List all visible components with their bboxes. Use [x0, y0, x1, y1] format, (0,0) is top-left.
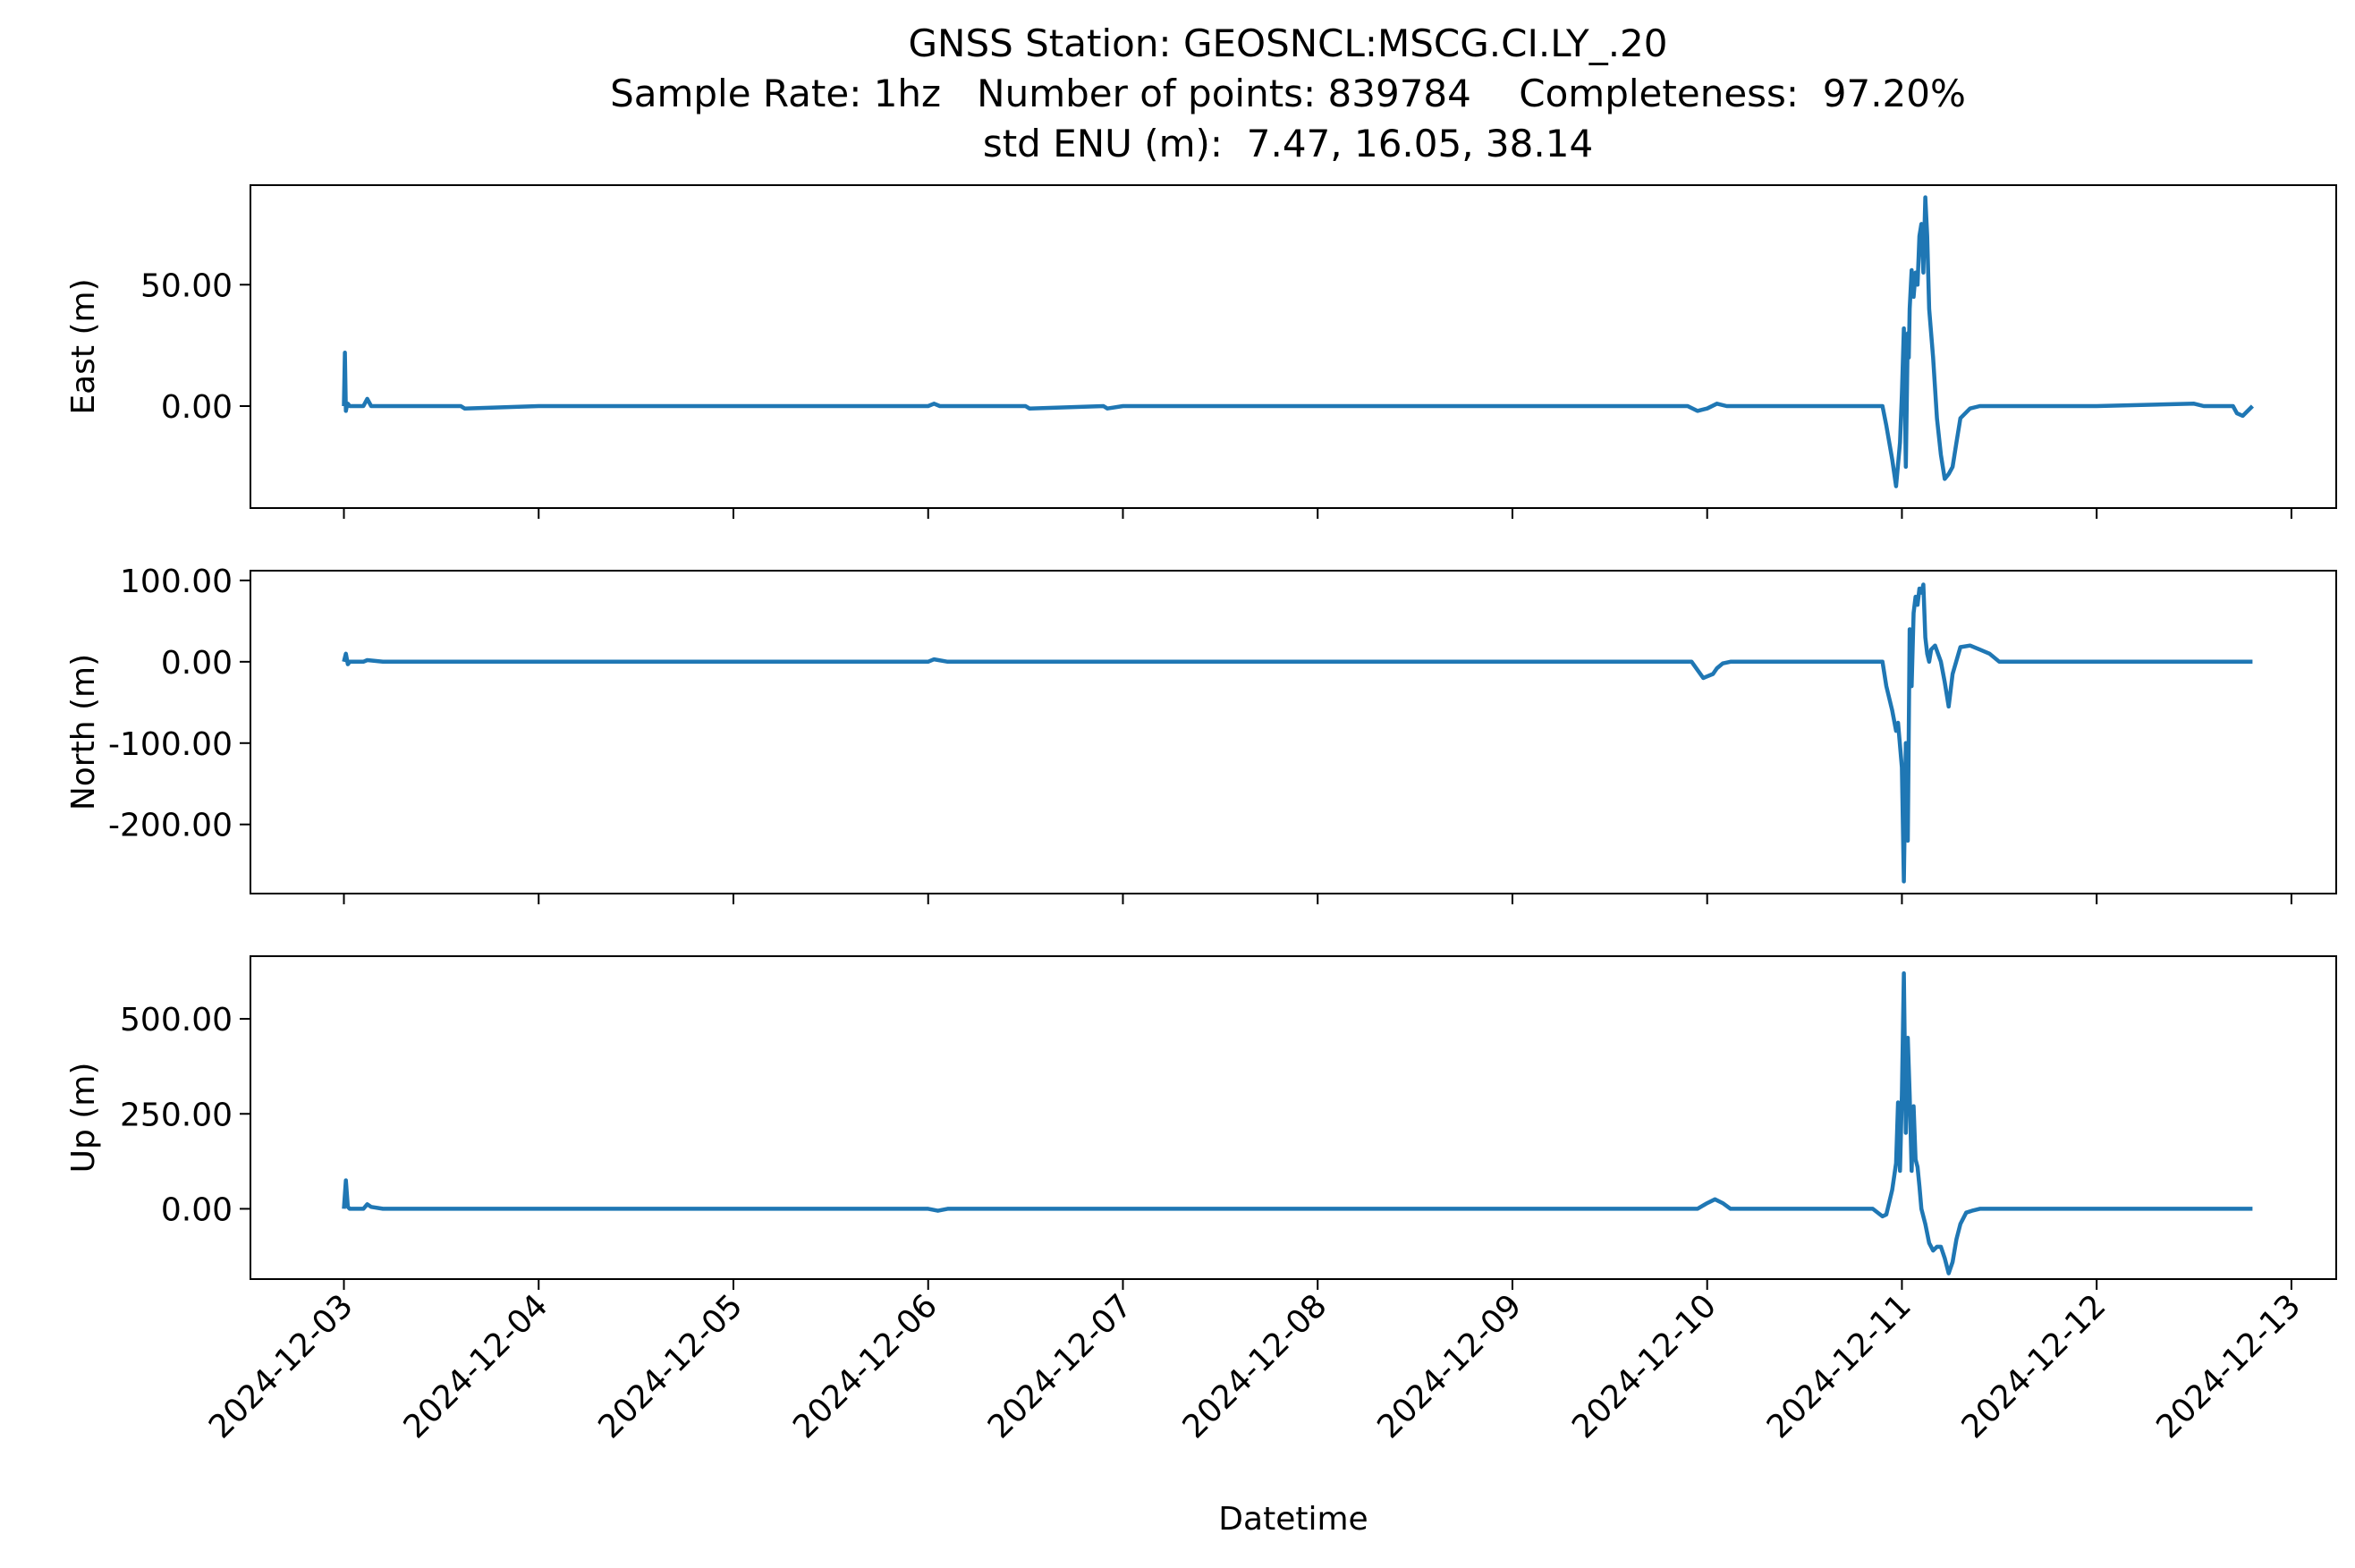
up-ytick-label: 250.00	[120, 1097, 233, 1133]
east-axes-frame	[250, 184, 2337, 509]
xtick-label: 2024-12-03	[202, 1287, 360, 1445]
up-ytick-label: 500.00	[120, 1002, 233, 1038]
up-ytick-label: 0.00	[161, 1191, 233, 1228]
xtick-label: 2024-12-12	[1955, 1287, 2114, 1445]
up-axes-frame	[250, 955, 2337, 1280]
xtick-label: 2024-12-11	[1760, 1287, 1919, 1445]
chart-title-line-3: std ENU (m): 7.47, 16.05, 38.14	[982, 122, 1594, 165]
xtick-label: 2024-12-06	[786, 1287, 945, 1445]
up-series-line-0	[342, 970, 2253, 1276]
xtick-label: 2024-12-05	[591, 1287, 750, 1445]
north-ytick-label: 100.00	[120, 564, 233, 600]
xlabel: Datetime	[1218, 1501, 1368, 1538]
north-axes-frame	[250, 570, 2337, 894]
north-ytick-label: -100.00	[108, 726, 233, 763]
north-ytick-label: -200.00	[108, 808, 233, 844]
chart-title-line-2: Sample Rate: 1hz Number of points: 83978…	[610, 72, 1966, 115]
xtick-label: 2024-12-10	[1565, 1287, 1724, 1445]
up-ylabel: Up (m)	[65, 1063, 102, 1174]
xtick-label: 2024-12-07	[981, 1287, 1139, 1445]
east-ylabel: East (m)	[65, 278, 102, 414]
east-ytick-label: 50.00	[140, 267, 233, 304]
north-ytick-label: 0.00	[161, 645, 233, 682]
xtick-label: 2024-12-04	[397, 1287, 555, 1445]
chart-title-line-1: GNSS Station: GEOSNCL:MSCG.CI.LY_.20	[908, 21, 1668, 65]
east-series-line-0	[342, 195, 2254, 488]
xtick-label: 2024-12-08	[1176, 1287, 1334, 1445]
xtick-label: 2024-12-09	[1370, 1287, 1529, 1445]
north-ylabel: North (m)	[65, 654, 102, 810]
north-series-line-0	[342, 582, 2253, 884]
east-ytick-label: 0.00	[161, 389, 233, 426]
xtick-label: 2024-12-13	[2149, 1287, 2308, 1445]
